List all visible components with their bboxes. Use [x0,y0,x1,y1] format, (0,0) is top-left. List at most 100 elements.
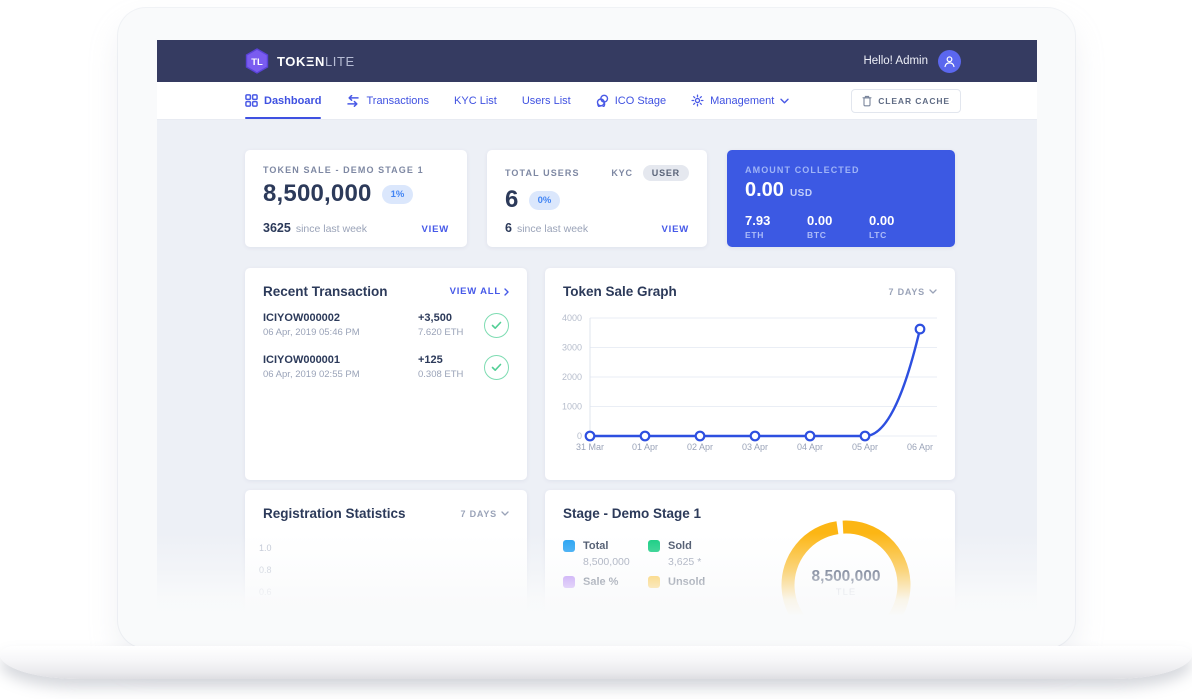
svg-text:02 Apr: 02 Apr [687,442,713,452]
stage-gauge-chart [781,520,911,616]
transaction-row[interactable]: ICIYOW000001 06 Apr, 2019 02:55 PM +125 … [263,354,509,380]
gauge-unit: TLE [835,587,857,598]
svg-text:3000: 3000 [562,343,582,353]
total-users-percent-badge: 0% [528,190,561,210]
token-sale-graph-title: Token Sale Graph [563,284,677,299]
clear-cache-button[interactable]: CLEAR CACHE [851,88,961,113]
eth-unit: ETH [745,230,765,240]
svg-text:01 Apr: 01 Apr [632,442,658,452]
svg-text:04 Apr: 04 Apr [797,442,823,452]
range-label: 7 DAYS [888,286,925,297]
tx-amount-cell: +125 0.308 ETH [418,354,484,380]
unsold-swatch [648,576,660,588]
ltc-value: 0.00 [869,213,895,228]
amount-btc-col: 0.00 BTC [807,213,869,240]
user-tab[interactable]: USER [642,165,689,181]
total-users-value: 6 [505,186,519,213]
tx-date: 06 Apr, 2019 02:55 PM [263,369,360,380]
legend-item-sale-percent: Sale % [563,576,618,588]
ltc-unit: LTC [869,230,887,240]
svg-text:TL: TL [251,57,263,68]
tx-amount-cell: +3,500 7.620 ETH [418,312,484,338]
nav-label: Dashboard [264,94,322,107]
reg-ytick: 0.6 [259,587,272,597]
nav-item-management[interactable]: Management [691,82,790,119]
svg-text:4000: 4000 [562,313,582,323]
brand-logo[interactable]: TL TOKΞNLITE [245,48,355,74]
amount-collected-card: AMOUNT COLLECTED 0.00 USD 7.93 ETH 0.00 … [727,150,955,247]
registration-statistics-title: Registration Statistics [263,506,406,521]
token-sale-value: 8,500,000 [263,180,372,207]
tokenlite-logo-icon: TL [245,48,269,74]
nav-item-transactions[interactable]: Transactions [346,82,429,119]
chevron-right-icon [504,287,509,296]
total-users-view-link[interactable]: VIEW [661,224,689,235]
tx-crypto: 0.308 ETH [418,369,464,380]
legend-item-sold: Sold 3,625 * [648,540,701,568]
view-all-label: VIEW ALL [449,286,501,297]
clear-cache-label: CLEAR CACHE [878,95,950,106]
sale-percent-swatch [563,576,575,588]
eth-value: 7.93 [745,213,771,228]
nav-item-dashboard[interactable]: Dashboard [245,82,322,119]
tx-crypto: 7.620 ETH [418,327,464,338]
nav-item-kyc-list[interactable]: KYC List [454,82,497,119]
svg-text:1000: 1000 [562,402,582,412]
tx-id: ICIYOW000002 [263,312,341,324]
tx-id-cell: ICIYOW000002 06 Apr, 2019 05:46 PM [263,312,418,338]
token-sale-view-link[interactable]: VIEW [421,224,449,235]
top-navbar: TL TOKΞNLITE Hello! Admin [157,40,1037,82]
nav-label: ICO Stage [614,94,667,107]
legend-value: 3,625 * [668,556,702,568]
total-users-delta-caption: since last week [516,223,589,235]
trash-icon [862,95,872,106]
stage-card: Stage - Demo Stage 1 Total 8,500,000 Sol… [545,490,955,616]
tx-date: 06 Apr, 2019 05:46 PM [263,327,360,338]
user-avatar[interactable] [938,49,961,73]
tx-id: ICIYOW000001 [263,354,341,366]
tx-amount: +3,500 [418,312,452,324]
svg-text:0: 0 [577,431,582,441]
token-sale-graph-card: Token Sale Graph 7 DAYS 0 1000 2000 3000 400… [545,268,955,480]
amount-usd-value: 0.00 [745,179,784,201]
registration-range-dropdown[interactable]: 7 DAYS [461,509,510,519]
svg-text:05 Apr: 05 Apr [852,442,878,452]
token-sale-delta: 3625 [263,221,291,235]
nav-label: Management [710,94,775,107]
reg-ytick: 0.8 [259,565,272,575]
svg-text:03 Apr: 03 Apr [742,442,768,452]
main-nav: Dashboard Transactions KYC List Users Li… [157,82,1037,120]
view-all-link[interactable]: VIEW ALL [450,286,509,297]
nav-label: Transactions [366,94,430,107]
svg-text:06 Apr: 06 Apr [907,442,933,452]
recent-transactions-title: Recent Transaction [263,284,388,299]
nav-item-ico-stage[interactable]: ICO Stage [596,82,666,119]
kyc-tab[interactable]: KYC [611,168,633,178]
gear-icon [691,94,704,107]
registration-statistics-card: Registration Statistics 7 DAYS 1.0 0.8 0… [245,490,527,616]
chevron-down-icon [929,289,937,294]
total-users-title: TOTAL USERS [505,168,580,178]
recent-transactions-card: Recent Transaction VIEW ALL ICIYOW000002… [245,268,527,480]
total-users-delta: 6 [505,221,512,235]
reg-ytick: 1.0 [259,543,272,553]
tx-amount: +125 [418,354,443,366]
nav-item-users-list[interactable]: Users List [522,82,571,119]
svg-text:31 Mar: 31 Mar [576,442,604,452]
token-sale-delta-caption: since last week [295,223,368,235]
tx-id-cell: ICIYOW000001 06 Apr, 2019 02:55 PM [263,354,418,380]
brand-name: TOKΞNLITE [277,53,355,69]
range-label: 7 DAYS [460,508,497,519]
transaction-row[interactable]: ICIYOW000002 06 Apr, 2019 05:46 PM +3,50… [263,312,509,338]
stage-title: Stage - Demo Stage 1 [563,506,702,521]
sold-swatch [648,540,660,552]
grid-icon [245,94,258,107]
total-swatch [563,540,575,552]
total-users-card: TOTAL USERS KYC USER 6 0% 6 since last w… [487,150,707,247]
svg-text:2000: 2000 [562,372,582,382]
graph-range-dropdown[interactable]: 7 DAYS [889,287,938,297]
chevron-down-icon [780,98,790,104]
check-circle-icon [484,354,509,380]
legend-label: Total [583,540,609,552]
